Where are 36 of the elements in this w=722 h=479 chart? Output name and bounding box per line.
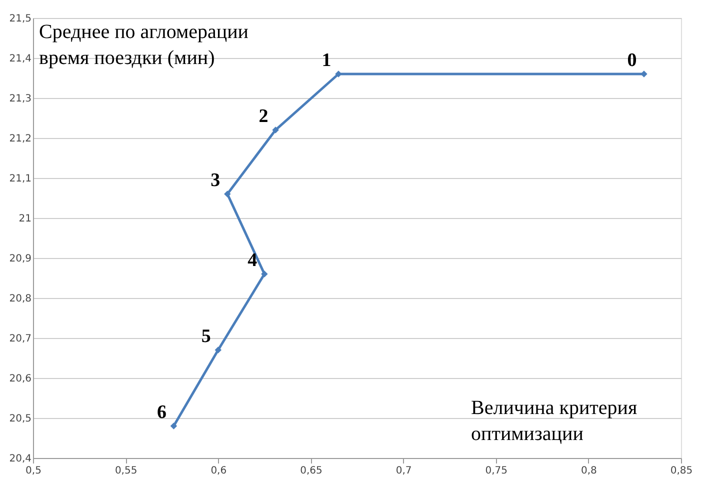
annotation: 1 [322,50,332,71]
y-tick-label: 20,7 [9,334,32,344]
annotation: 4 [248,250,258,271]
point [261,270,268,278]
annotation: 2 [258,106,268,127]
x-axis-title: Величина критерия оптимизации [471,397,638,445]
y-tick-label: 21 [18,214,32,224]
point [272,126,279,134]
y-tick-label: 20,8 [9,294,32,304]
annotation: 3 [210,170,220,191]
y-tick-label: 20,9 [9,254,32,264]
annotation: 6 [156,402,166,423]
x-tick-label: 0,7 [396,466,412,476]
y-tick-label: 21,3 [9,94,32,104]
annotation: 0 [627,50,637,71]
x-tick-label: 0,8 [580,466,597,476]
y-tick-label: 21,1 [9,174,32,184]
y-tick-label: 20,5 [9,414,32,424]
x-tick-label: 0,6 [210,466,227,476]
annotation: 5 [201,326,211,347]
y-tick-label: 21,2 [9,134,32,144]
point [224,190,231,198]
y-tick-label: 21,4 [9,54,32,64]
x-tick-label: 0,5 [26,466,42,476]
x-tick-label: 0,55 [114,466,138,476]
y-axis-title: Среднее по агломерации время поездки (мин) [39,21,249,69]
y-tick-label: 20,4 [9,454,32,464]
x-tick-label: 0,85 [670,466,693,476]
point [640,70,648,78]
y-tick-label: 21,5 [9,14,32,24]
point [335,70,342,78]
y-tick-label: 20,6 [9,374,32,384]
point [214,346,222,354]
point [170,422,178,430]
x-tick-label: 0,75 [485,466,508,476]
x-tick-label: 0,65 [300,466,322,476]
